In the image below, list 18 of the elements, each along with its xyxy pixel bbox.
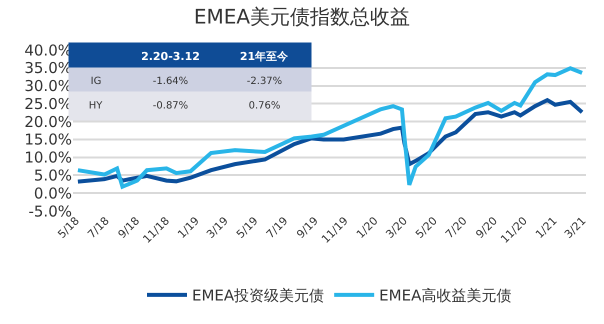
line-series (76, 66, 584, 189)
y-tick-label: 20.0% (24, 112, 72, 131)
annotation: -1.64% (152, 76, 188, 87)
y-tick-label: 15.0% (24, 130, 72, 149)
y-tick-label: 0.0% (34, 184, 72, 202)
chart-title: EMEA美元债指数总收益 (194, 4, 410, 29)
legend-label: EMEA高收益美元债 (379, 286, 512, 305)
annotation: HY (88, 100, 104, 112)
legend-label: EMEA投资级美元债 (192, 286, 324, 305)
annotation: 0.76% (248, 100, 280, 112)
annotation: 21年至今 (240, 50, 290, 63)
annotation: -0.87% (152, 100, 188, 112)
y-tick-label: -5.0% (28, 202, 72, 220)
y-tick-label: 5.0% (34, 166, 72, 184)
annotation: IG (90, 76, 102, 87)
y-tick-label: 10.0% (24, 148, 72, 167)
annotation: 2.20-3.12 (141, 50, 200, 63)
annotation: -2.37% (246, 76, 282, 87)
